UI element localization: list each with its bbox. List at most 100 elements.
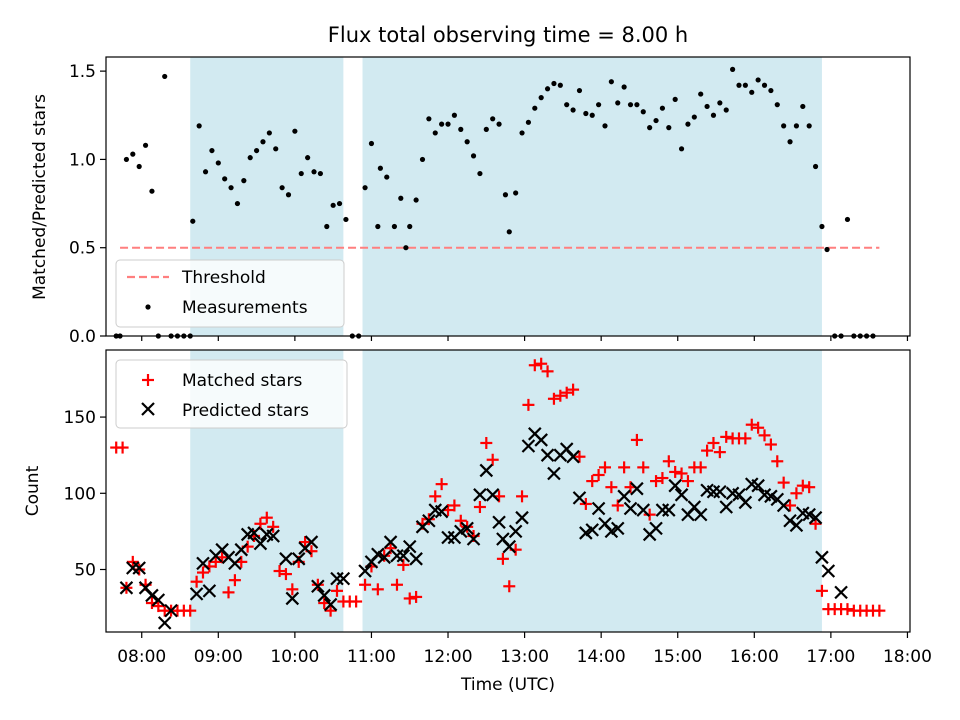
predicted-star-point <box>377 550 391 565</box>
matched-star-point <box>669 465 682 478</box>
measurement-point <box>806 123 812 129</box>
matched-star-point <box>435 478 448 491</box>
matched-star-point <box>675 467 688 480</box>
measurement-point <box>317 170 323 177</box>
predicted-star-point <box>808 510 823 525</box>
measurement-point <box>640 109 646 115</box>
matched-star-point <box>720 430 733 443</box>
matched-star-point <box>473 501 486 514</box>
measurement-point <box>136 163 142 170</box>
bottom-panel-frame <box>105 349 911 633</box>
predicted-star-point <box>547 466 561 481</box>
predicted-star-point <box>422 513 436 528</box>
matched-star-point <box>190 575 203 588</box>
measurement-point <box>824 246 830 253</box>
measurement-point <box>685 121 691 127</box>
matched-star-point <box>535 357 548 370</box>
predicted-star-point <box>674 488 689 502</box>
matched-star-point <box>758 429 771 442</box>
matched-star-point <box>771 455 784 468</box>
predicted-star-point <box>266 529 280 543</box>
predicted-star-point <box>291 552 306 566</box>
predicted-star-point <box>234 542 249 557</box>
matched-star-point <box>815 584 828 597</box>
measurement-point <box>324 223 330 230</box>
measurement-point <box>844 216 851 223</box>
matched-star-point <box>547 392 560 405</box>
top-y-axis: 0.0 0.5 1.0 1.5 <box>69 62 106 347</box>
matched-star-point <box>586 475 599 488</box>
measurement-point <box>391 223 398 230</box>
predicted-star-point <box>126 561 140 575</box>
matched-star-point <box>598 461 611 474</box>
legend-matched-label: Matched stars <box>182 371 302 391</box>
y-tick-label: 0.0 <box>69 327 96 347</box>
predicted-star-point <box>521 439 536 453</box>
predicted-star-point <box>649 521 663 536</box>
matched-star-point <box>681 475 694 488</box>
top-panel: 0.0 0.5 1.0 1.5 Matched/Predicted stars Thr… <box>30 56 911 347</box>
matched-star-point <box>662 455 675 468</box>
x-tick-label: 10:00 <box>270 647 319 667</box>
measurement-point <box>439 121 445 127</box>
matched-star-point <box>841 603 854 616</box>
measurement-point <box>787 139 793 145</box>
matched-star-point <box>390 578 403 591</box>
x-tick-label: 14:00 <box>577 647 626 667</box>
predicted-star-point <box>304 535 319 549</box>
matched-star-point <box>650 475 663 488</box>
measurement-point <box>419 156 426 163</box>
measurement-point <box>273 146 279 152</box>
predicted-star-point <box>789 518 804 533</box>
measurement-point <box>812 163 819 170</box>
predicted-star-point <box>776 498 791 513</box>
predicted-star-point <box>336 571 351 586</box>
matched-star-point <box>228 574 241 587</box>
measurement-point <box>202 169 209 175</box>
predicted-star-point <box>693 507 708 522</box>
predicted-star-point <box>441 530 455 545</box>
predicted-star-point <box>317 588 332 603</box>
measurement-point <box>311 169 317 175</box>
measurement-point <box>343 216 349 223</box>
predicted-star-point <box>119 581 134 595</box>
measurement-point <box>330 202 336 208</box>
measurement-point <box>704 103 710 110</box>
matched-star-point <box>592 468 605 481</box>
matched-star-point <box>152 600 165 613</box>
top-x-ticks <box>141 336 909 341</box>
matched-star-point <box>522 398 535 411</box>
measurement-point <box>149 188 155 194</box>
measurement-point <box>490 116 496 122</box>
predicted-star-point <box>815 550 829 565</box>
measurement-point <box>445 121 451 127</box>
matched-star-point <box>516 490 529 503</box>
x-tick-label: 13:00 <box>500 647 549 667</box>
matched-star-point <box>403 592 416 605</box>
matched-star-point <box>209 555 222 568</box>
observing-window-2 <box>362 57 822 336</box>
legend-predicted-label: Predicted stars <box>182 401 309 421</box>
predicted-star-point <box>502 539 517 554</box>
measurement-point <box>362 185 368 191</box>
measurement-point <box>557 82 563 88</box>
predicted-star-point <box>383 535 398 549</box>
matched-star-point <box>745 418 758 431</box>
measurement-point <box>228 185 234 191</box>
matched-star-point <box>777 476 790 489</box>
measurement-point <box>384 174 390 180</box>
matched-star-point <box>486 453 499 466</box>
matched-star-point <box>554 389 567 402</box>
y-tick-label: 150 <box>64 408 96 428</box>
matched-star-point <box>116 441 129 454</box>
predicted-star-point <box>591 501 606 516</box>
measurement-point <box>458 126 464 132</box>
matched-star-point <box>324 604 337 617</box>
measurement-point <box>730 66 736 72</box>
matched-star-point <box>279 568 292 581</box>
matched-star-point <box>429 490 442 503</box>
predicted-star-point <box>485 488 500 502</box>
measurement-point <box>525 119 532 125</box>
matched-star-point <box>796 479 809 492</box>
